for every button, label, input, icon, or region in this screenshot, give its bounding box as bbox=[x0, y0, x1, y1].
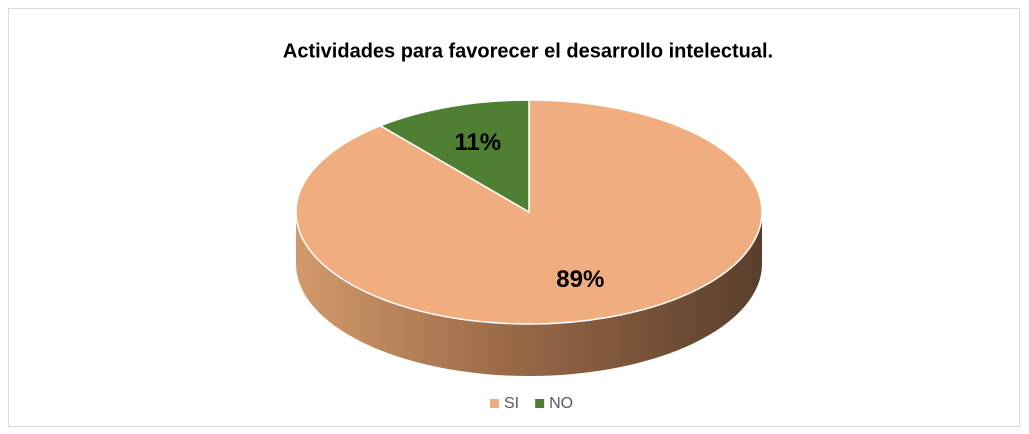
legend-swatch bbox=[535, 399, 545, 408]
pie-side bbox=[296, 212, 762, 376]
legend-label: NO bbox=[549, 395, 573, 412]
data-label: 89% bbox=[556, 266, 604, 293]
legend-label: SI bbox=[504, 395, 519, 412]
chart-title: Actividades para favorecer el desarrollo… bbox=[283, 40, 773, 62]
pie-slice bbox=[378, 99, 530, 214]
legend-swatch bbox=[490, 399, 499, 408]
data-label: 11% bbox=[454, 129, 501, 156]
